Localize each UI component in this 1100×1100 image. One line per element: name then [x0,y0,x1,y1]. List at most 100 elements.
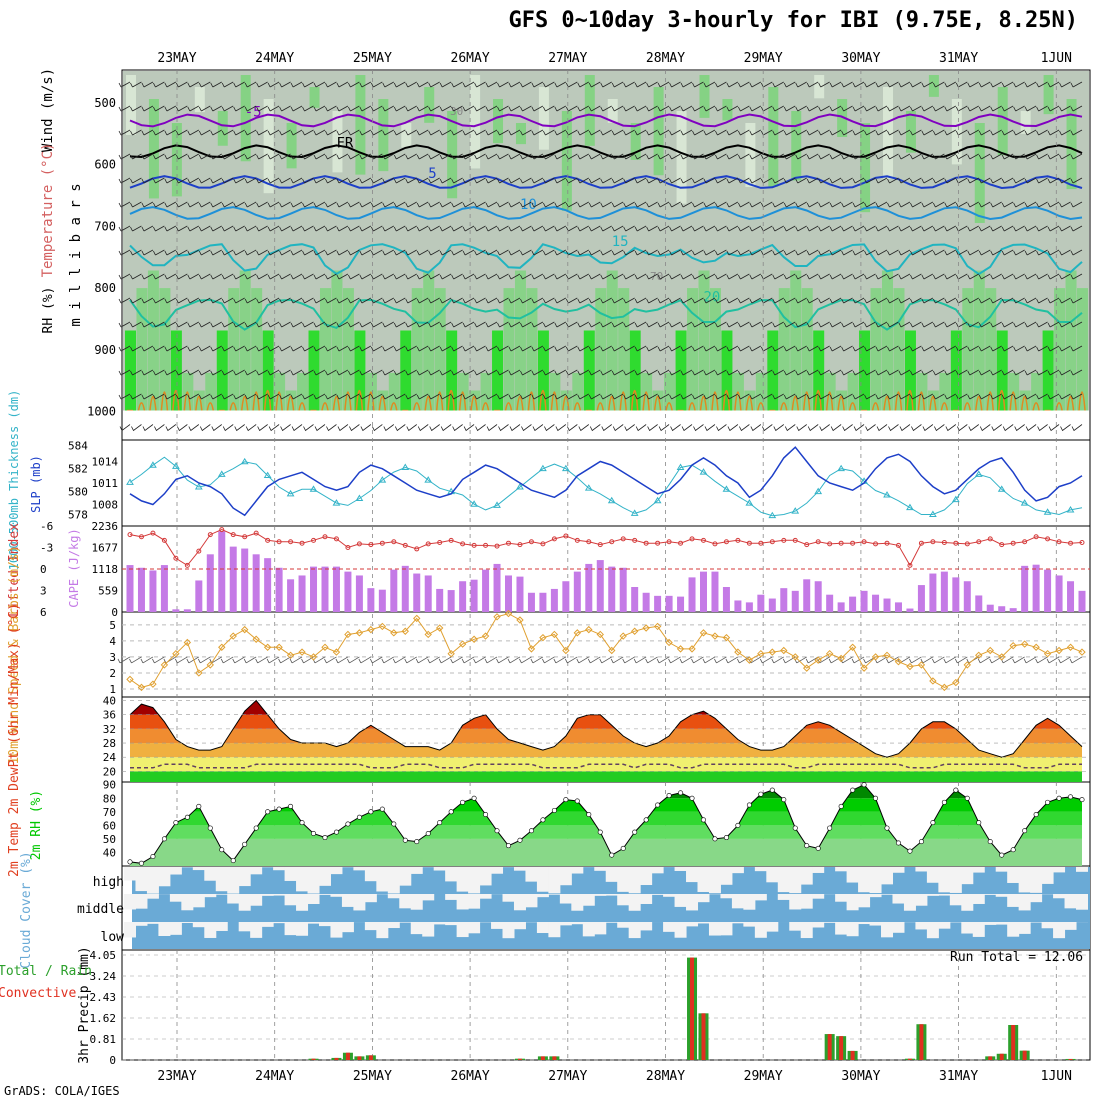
rh2m-point [712,836,718,842]
lifted-index-point [196,548,202,554]
wind-barb [267,81,280,88]
cloud-gap [468,922,481,934]
date-label-top: 1JUN [1041,51,1072,66]
wind-barb [451,225,463,232]
cloud-gap [296,867,309,892]
wind-barb [1036,201,1048,208]
cloud-gap [754,867,767,872]
wind-barb [164,129,177,136]
cloud-gap [502,922,515,939]
temp-band [130,743,1082,758]
precip-convective-bar [690,957,695,1060]
wind-barb [543,177,555,184]
wind-barb [990,345,1002,352]
wind-barb [118,153,131,160]
wind-barb [451,153,463,160]
wind-barb [669,321,681,328]
wind-barb [497,201,509,208]
cloud-gap [192,922,205,928]
rh2m-point [265,809,271,815]
wind-barb [588,105,601,112]
wind-barb [829,129,842,136]
wind-barb [623,297,635,304]
wind-barb [508,225,521,232]
cloud-gap [663,922,676,932]
wind-speed-point [275,643,283,651]
wind-barb [875,81,888,88]
wind-barb [955,393,968,400]
cloud-gap [364,922,377,931]
wind-barb [428,201,440,208]
surface-wind-barb [542,656,555,664]
wind-barb [244,273,257,280]
warm-isotherm [653,395,662,411]
rh-low-fill [1031,372,1043,411]
wind-barb [267,345,280,352]
wind-barb [910,249,922,256]
wind-barb [577,129,589,136]
rh2m-point [769,787,775,793]
wind-barb [325,345,337,352]
wind-barb [1024,393,1037,400]
wind-speed-point [940,683,949,692]
temp-tick: 40 [103,695,116,708]
lifted-index-point [517,542,523,548]
lifted-index-point [918,540,924,546]
wind-barb [405,225,417,232]
cloud-gap [479,867,492,886]
rh2m-point [815,845,821,851]
cloud-gap [250,922,263,938]
wind-barb [852,345,865,352]
rh-blob [148,99,159,199]
cape-bar [183,609,191,612]
wind-barb [715,105,727,112]
wind-barb [314,424,326,432]
wind-barb [829,273,842,280]
wind-barb [520,201,532,208]
cape-bar [229,546,237,612]
warm-isotherm [286,395,295,411]
wind-barb [233,273,245,280]
thickness-line [129,456,1083,517]
wind-barb [738,273,750,280]
wind-barb [795,201,807,208]
surface-wind-barb [622,656,635,664]
wind-barb [1036,297,1048,304]
surface-wind-barb [714,656,727,664]
cloud-gap [777,894,790,900]
surface-wind-barb [530,656,544,664]
wind-barb [370,201,383,208]
warm-isotherm [149,395,157,411]
wind-barb [198,177,211,184]
lifted-tick: -3 [40,542,53,555]
cape-tick: 1118 [92,563,119,576]
wind-barb [313,129,326,136]
cloud-gap [720,894,733,899]
wind-barb [520,297,532,304]
wind-barb [990,81,1002,88]
warm-isotherm [929,395,937,411]
wind-speed-point [803,664,811,672]
cloud-gap [1030,867,1043,893]
wind-barb [818,105,830,112]
wind-barb [508,321,521,328]
wind-barb [130,225,142,232]
wind-barb [978,393,991,400]
slp-line [129,446,1083,517]
cloud-gap [273,894,286,896]
wind-barb [256,297,268,304]
rh-low-fill [583,330,595,411]
wind-barb [806,369,819,376]
rh-low-fill [331,270,343,411]
wind-barb [910,201,922,208]
cloud-gap [124,867,136,881]
wind-barb [623,321,635,328]
wind-barb [910,129,922,136]
surface-wind-barb [129,656,142,664]
wind-barb [336,201,349,208]
wind-barb [680,369,693,376]
wind-barb [451,273,463,280]
wind-barb [692,321,704,328]
wind-barb [382,225,395,232]
wind-barb [910,225,922,232]
